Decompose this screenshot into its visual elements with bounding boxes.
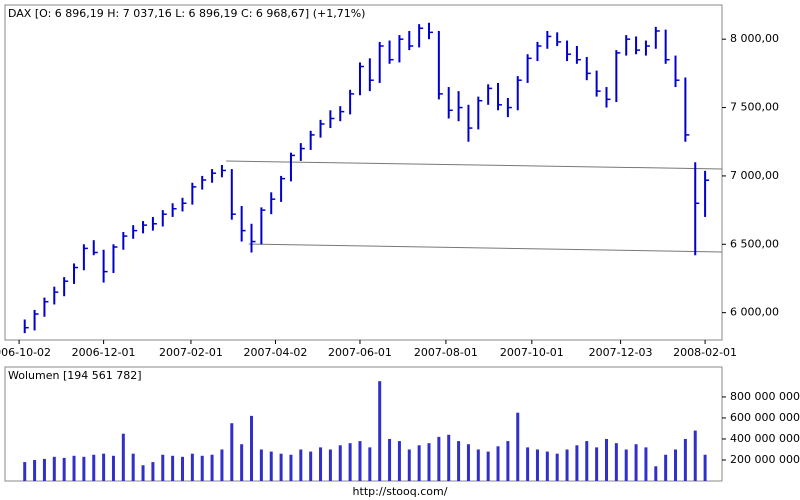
volume-bar	[516, 412, 520, 481]
volume-bar	[210, 454, 214, 481]
y-tick-label: 400 000 000	[730, 432, 800, 445]
volume-bar	[82, 456, 86, 481]
y-tick-label: 7 500,00	[730, 101, 779, 114]
volume-bar	[575, 445, 579, 481]
volume-bar	[42, 458, 46, 481]
volume-bar	[161, 454, 165, 481]
volume-bar	[62, 457, 66, 481]
volume-bar	[52, 456, 56, 481]
y-tick-label: 200 000 000	[730, 453, 800, 466]
chart-title: DAX [O: 6 896,19 H: 7 037,16 L: 6 896,19…	[8, 7, 365, 20]
volume-bar	[585, 441, 589, 481]
volume-bar	[664, 454, 668, 481]
volume-bar	[289, 454, 293, 481]
volume-bar	[358, 441, 362, 481]
volume-bar	[23, 462, 27, 481]
footer: http://stooq.com/	[353, 485, 448, 498]
volume-bar	[348, 443, 352, 481]
volume-bar	[427, 443, 431, 481]
volume-bar	[486, 451, 490, 481]
volume-bar	[368, 447, 372, 481]
volume-bar	[683, 438, 687, 481]
volume-bar	[299, 449, 303, 481]
x-tick-label: 2008-02-01	[673, 346, 737, 359]
volume-bar	[338, 445, 342, 481]
plot-frame	[4, 366, 723, 482]
x-tick-label: 2006-10-02	[0, 346, 51, 359]
volume-bar	[457, 441, 461, 481]
trend-line	[248, 243, 723, 253]
y-tick-label: 6 500,00	[730, 237, 779, 250]
volume-bar	[200, 455, 204, 481]
volume-bar	[180, 456, 184, 481]
x-tick-label: 2006-12-01	[72, 346, 136, 359]
volume-bar	[407, 449, 411, 481]
volume-bar	[703, 454, 707, 481]
x-tick-label: 2007-04-02	[243, 346, 307, 359]
volume-bar	[397, 441, 401, 481]
volume-bar	[466, 444, 470, 481]
volume-bar	[33, 459, 37, 481]
volume-bar	[634, 444, 638, 481]
trend-line	[226, 160, 723, 170]
volume-bar	[259, 449, 263, 481]
volume-bar	[535, 449, 539, 481]
chart-title: Wolumen [194 561 782]	[8, 369, 142, 382]
y-tick-label: 6 000,00	[730, 306, 779, 319]
volume-bar	[614, 443, 618, 481]
volume-bar	[496, 446, 500, 481]
volume-bar	[190, 453, 194, 481]
volume-bar	[654, 466, 658, 481]
volume-bar	[102, 453, 106, 481]
volume-bar	[555, 453, 559, 481]
volume-bar	[674, 449, 678, 481]
volume-bar	[230, 423, 234, 481]
x-tick-label: 2007-06-01	[328, 346, 392, 359]
volume-bar	[111, 455, 115, 481]
y-tick-label: 7 000,00	[730, 169, 779, 182]
volume-bar	[220, 449, 224, 481]
volume-bar	[693, 430, 697, 481]
x-tick-label: 2007-02-01	[159, 346, 223, 359]
plot-frame	[4, 4, 723, 341]
volume-bar	[476, 449, 480, 481]
volume-bar	[131, 453, 135, 481]
x-tick-label: 2007-12-03	[589, 346, 653, 359]
title-box	[6, 368, 146, 382]
volume-bar	[240, 444, 244, 481]
volume-bar	[624, 449, 628, 481]
volume-bar	[506, 441, 510, 481]
volume-bar	[309, 451, 313, 481]
volume-bar	[526, 447, 530, 481]
volume-bar	[141, 465, 145, 481]
volume-bar	[644, 447, 648, 481]
volume-bar	[319, 447, 323, 481]
volume-bar	[595, 447, 599, 481]
volume-bar	[565, 449, 569, 481]
x-tick-label: 2007-10-01	[500, 346, 564, 359]
volume-bar	[72, 455, 76, 481]
volume-bar	[447, 434, 451, 481]
volume-bar	[604, 438, 608, 481]
volume-bar	[388, 438, 392, 481]
volume-bar	[437, 436, 441, 481]
volume-bar	[378, 381, 382, 481]
volume-bar	[417, 445, 421, 481]
y-tick-label: 600 000 000	[730, 411, 800, 424]
volume-bar	[121, 433, 125, 481]
title-box	[6, 6, 370, 20]
volume-bar	[151, 462, 155, 481]
volume-bar	[328, 449, 332, 481]
volume-bar	[171, 455, 175, 481]
volume-bar	[545, 451, 549, 481]
x-tick-label: 2007-08-01	[414, 346, 478, 359]
volume-bar	[250, 415, 254, 481]
volume-bar	[279, 453, 283, 481]
volume-bar	[92, 454, 96, 481]
y-tick-label: 8 000,00	[730, 32, 779, 45]
y-tick-label: 800 000 000	[730, 390, 800, 403]
volume-bar	[269, 451, 273, 481]
